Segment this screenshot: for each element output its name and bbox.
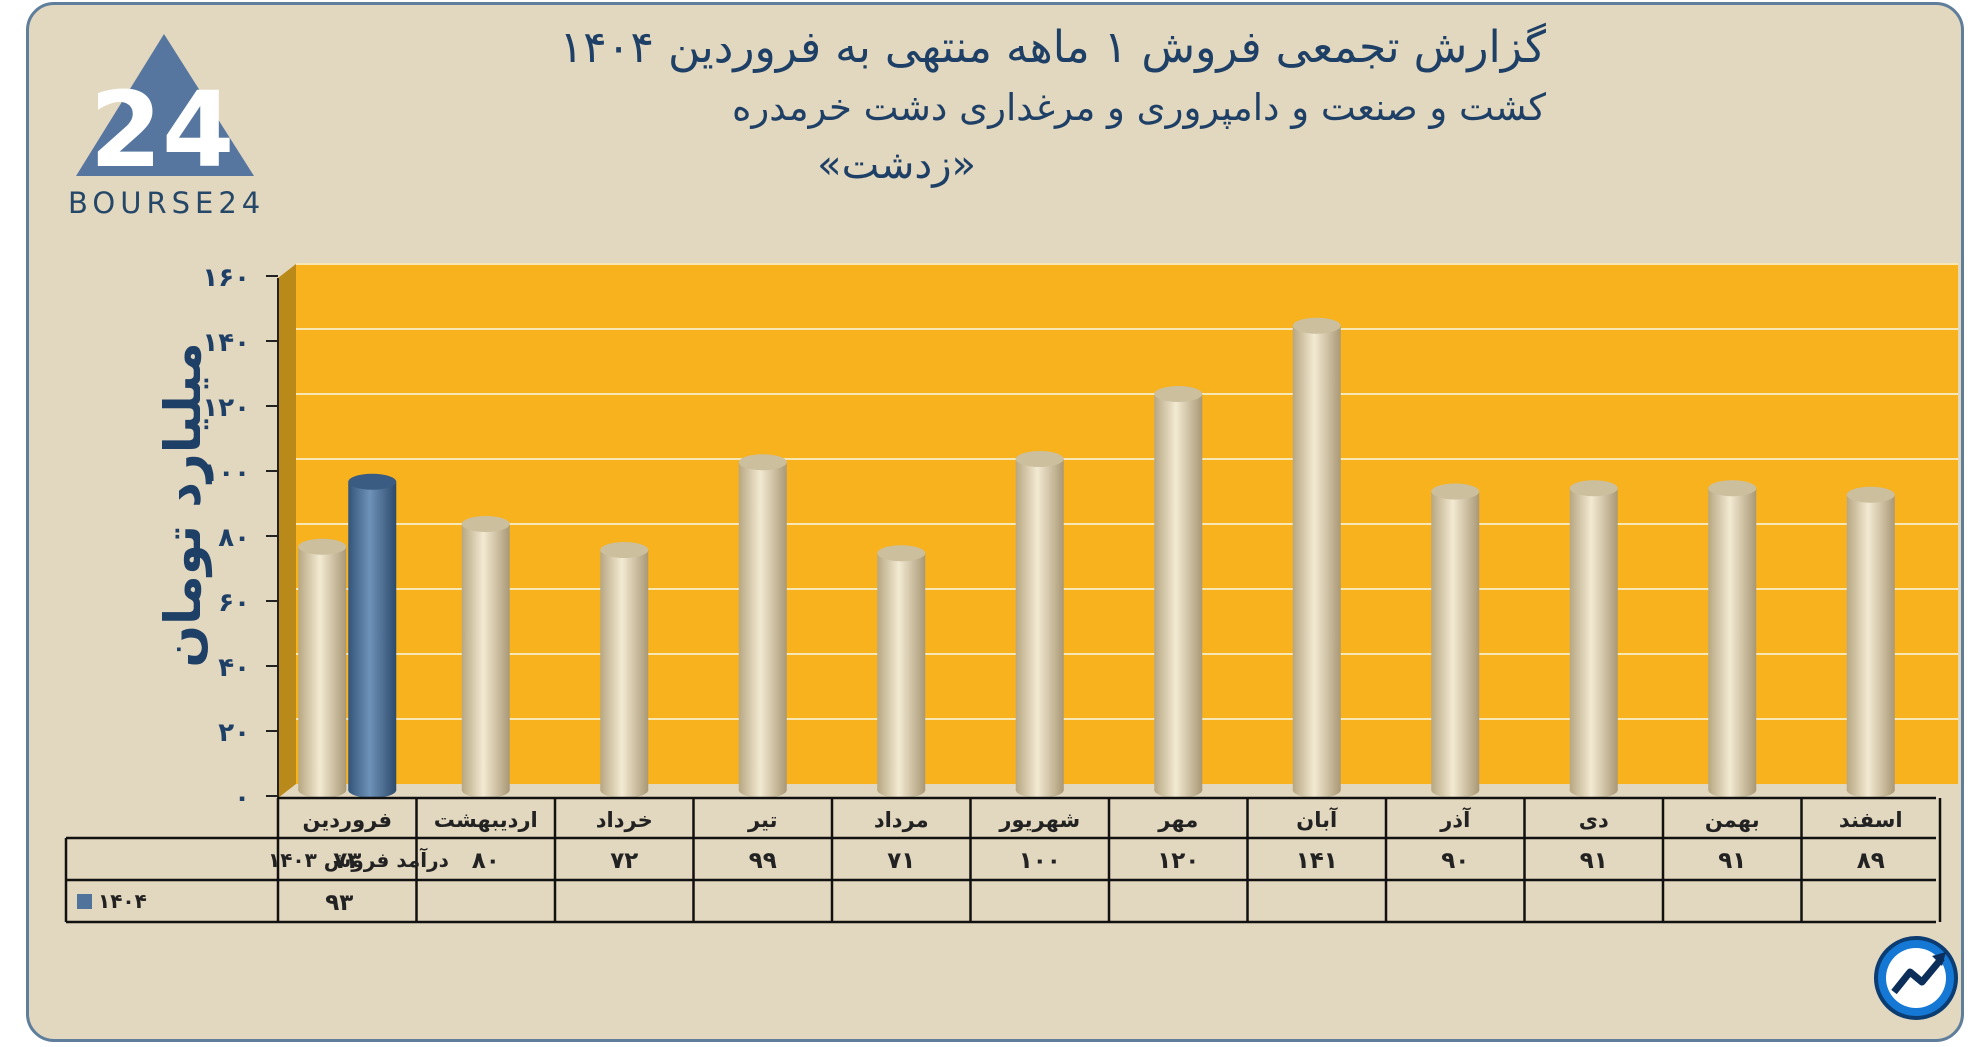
y-tick-label: ۱۰۰ [202, 458, 250, 488]
x-tick-label: آبان [1296, 807, 1338, 832]
y-tick-label: ۱۴۰ [202, 328, 250, 358]
x-tick-label: تیر [747, 808, 778, 832]
plot-side-wall [278, 264, 296, 798]
data-label-1403: ۷۲ [610, 848, 638, 874]
chart-title: گزارش تجمعی فروش ۱ ماهه منتهی به فروردین… [559, 22, 1546, 73]
logo-icon: 24 [76, 34, 254, 191]
data-label-1403: ۹۰ [1441, 848, 1469, 874]
company-ticker: «زدشت» [817, 142, 976, 188]
bar-1403 [1569, 480, 1618, 798]
x-tick-label: بهمن [1705, 808, 1760, 832]
bar-1403 [461, 516, 510, 798]
bar-1403 [1015, 451, 1064, 798]
logo-text: BOURSE24 [68, 186, 266, 220]
bar-1403 [1708, 480, 1757, 798]
y-tick-label: ۴۰ [218, 653, 250, 683]
y-tick-label: ۰ [234, 783, 250, 813]
x-tick-label: اسفند [1839, 808, 1903, 832]
legend-label-1403: درآمد فروش ۱۴۰۳ [268, 847, 449, 872]
x-tick-label: آذر [1439, 807, 1471, 832]
data-label-1403: ۱۴۱ [1296, 848, 1338, 874]
bar-1403 [1846, 486, 1895, 798]
x-tick-label: مهر [1157, 808, 1198, 832]
bar-1404 [348, 473, 397, 798]
x-tick-label: دی [1579, 808, 1609, 832]
y-tick-label: ۱۲۰ [202, 393, 250, 423]
data-label-1403: ۱۲۰ [1157, 848, 1199, 874]
chart-subtitle: کشت و صنعت و دامپروری و مرغداری دشت خرمد… [732, 86, 1546, 129]
y-tick-label: ۸۰ [218, 523, 250, 553]
bar-1403 [877, 545, 926, 798]
legend-swatch-1404 [77, 894, 92, 909]
legend-label-1404: ۱۴۰۴ [98, 889, 147, 913]
y-tick-label: ۶۰ [218, 588, 250, 618]
x-tick-label: فروردین [302, 808, 392, 832]
bar-1403 [1154, 386, 1203, 798]
y-tick-label: ۲۰ [218, 718, 250, 748]
bar-1403 [1292, 317, 1341, 798]
data-label-1403: ۸۹ [1857, 848, 1885, 874]
bar-1403 [1431, 483, 1480, 798]
bar-1403 [600, 542, 649, 798]
x-tick-label: شهریور [998, 808, 1080, 832]
data-label-1403: ۹۱ [1580, 848, 1608, 874]
data-label-1403: ۷۳ [333, 848, 361, 874]
data-label-1404: ۹۳ [325, 890, 353, 916]
bar-1403 [738, 454, 787, 798]
data-label-1403: ۱۰۰ [1019, 848, 1061, 874]
data-label-1403: ۸۰ [472, 848, 500, 874]
bar-1403 [298, 538, 347, 798]
data-label-1403: ۹۱ [1718, 848, 1746, 874]
y-tick-label: ۱۶۰ [202, 263, 250, 293]
x-tick-label: اردیبهشت [434, 808, 538, 832]
x-tick-label: مرداد [874, 808, 929, 832]
chart-arrow-icon [1874, 936, 1958, 1020]
data-label-1403: ۹۹ [749, 848, 777, 874]
logo-mark: 24 [90, 69, 235, 191]
x-tick-label: خرداد [596, 808, 653, 832]
data-label-1403: ۷۱ [887, 848, 915, 874]
